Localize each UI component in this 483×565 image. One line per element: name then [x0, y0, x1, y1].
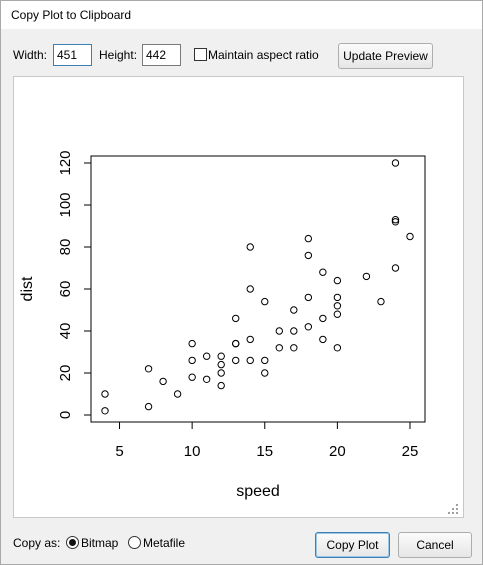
update-preview-button[interactable]: Update Preview: [338, 43, 433, 69]
data-point: [304, 251, 313, 260]
y-axis: 0 20 40 60 80 100 120: [57, 150, 92, 419]
data-point: [333, 302, 342, 310]
data-point: [202, 352, 211, 360]
width-label: Width:: [13, 48, 48, 62]
data-point: [391, 264, 400, 272]
data-point: [290, 306, 298, 314]
data-point: [217, 369, 225, 377]
data-point: [217, 352, 225, 360]
data-point: [333, 344, 342, 352]
data-point: [246, 243, 254, 251]
x-tick-label: 5: [115, 443, 123, 460]
scatter-plot: 5 10 15 20 25 0 20 40 60 80 100 120 speed dist: [19, 150, 458, 514]
data-point: [217, 381, 225, 390]
metafile-radio[interactable]: [128, 536, 141, 549]
data-point: [232, 314, 240, 323]
data-point: [290, 327, 298, 335]
x-tick-label: 25: [402, 443, 419, 460]
x-axis: 5 10 15 20 25: [115, 421, 419, 460]
data-point: [246, 285, 254, 293]
data-point: [333, 293, 342, 302]
data-point: [173, 390, 182, 398]
data-point: [304, 323, 313, 331]
bitmap-radio[interactable]: [66, 536, 79, 549]
title-bar: Copy Plot to Clipboard: [1, 1, 482, 29]
plot-preview: 5 10 15 20 25 0 20 40 60 80 100 120 speed dist: [13, 76, 464, 518]
data-point: [217, 360, 225, 369]
y-tick-label: 0: [57, 411, 74, 419]
data-point: [261, 356, 269, 365]
data-point: [391, 218, 400, 226]
maintain-aspect-label: Maintain aspect ratio: [208, 48, 319, 62]
resize-grip-icon[interactable]: [448, 504, 458, 514]
height-input[interactable]: 442: [142, 44, 181, 66]
copy-as-label: Copy as:: [13, 536, 61, 550]
data-point: [406, 232, 414, 241]
data-point: [275, 327, 283, 335]
y-tick-label: 40: [57, 323, 74, 340]
maintain-aspect-checkbox[interactable]: [194, 48, 207, 61]
data-point: [144, 365, 153, 373]
data-point: [304, 293, 313, 302]
data-point: [304, 234, 313, 243]
cancel-button[interactable]: Cancel: [398, 532, 472, 558]
y-tick-label: 60: [57, 281, 74, 298]
window-title: Copy Plot to Clipboard: [11, 8, 132, 22]
x-axis-label: speed: [236, 483, 280, 500]
height-label: Height:: [99, 48, 138, 62]
data-point: [333, 310, 342, 318]
x-tick-label: 10: [184, 443, 201, 460]
bitmap-label: Bitmap: [81, 536, 119, 550]
data-point: [202, 375, 211, 383]
data-point: [188, 356, 196, 365]
data-point: [101, 390, 109, 398]
data-point: [290, 344, 298, 352]
data-point: [319, 268, 327, 276]
data-point: [232, 339, 240, 348]
copy-plot-button[interactable]: Copy Plot: [315, 532, 390, 558]
data-point: [319, 314, 327, 323]
data-point: [391, 216, 400, 224]
y-tick-label: 120: [57, 150, 74, 175]
data-point: [261, 369, 269, 377]
data-point: [232, 356, 240, 365]
width-input[interactable]: 451: [53, 44, 92, 66]
y-axis-label: dist: [19, 276, 36, 301]
data-point: [246, 335, 254, 344]
data-point: [333, 276, 342, 285]
data-point: [101, 407, 109, 415]
data-point: [159, 377, 167, 386]
data-point: [275, 344, 283, 352]
y-tick-label: 100: [57, 192, 74, 217]
x-tick-label: 20: [329, 443, 346, 460]
data-point: [362, 272, 371, 281]
y-tick-label: 20: [57, 365, 74, 382]
data-point: [261, 297, 269, 306]
data-point: [188, 339, 196, 348]
data-point: [188, 373, 196, 381]
metafile-label: Metafile: [143, 536, 186, 550]
y-tick-label: 80: [57, 239, 74, 256]
data-point: [144, 402, 153, 411]
data-point: [391, 159, 400, 167]
data-points: [101, 159, 414, 415]
data-point: [319, 335, 327, 344]
x-tick-label: 15: [256, 443, 273, 460]
plot-frame: [90, 155, 426, 423]
data-point: [246, 356, 254, 365]
data-point: [377, 297, 385, 306]
